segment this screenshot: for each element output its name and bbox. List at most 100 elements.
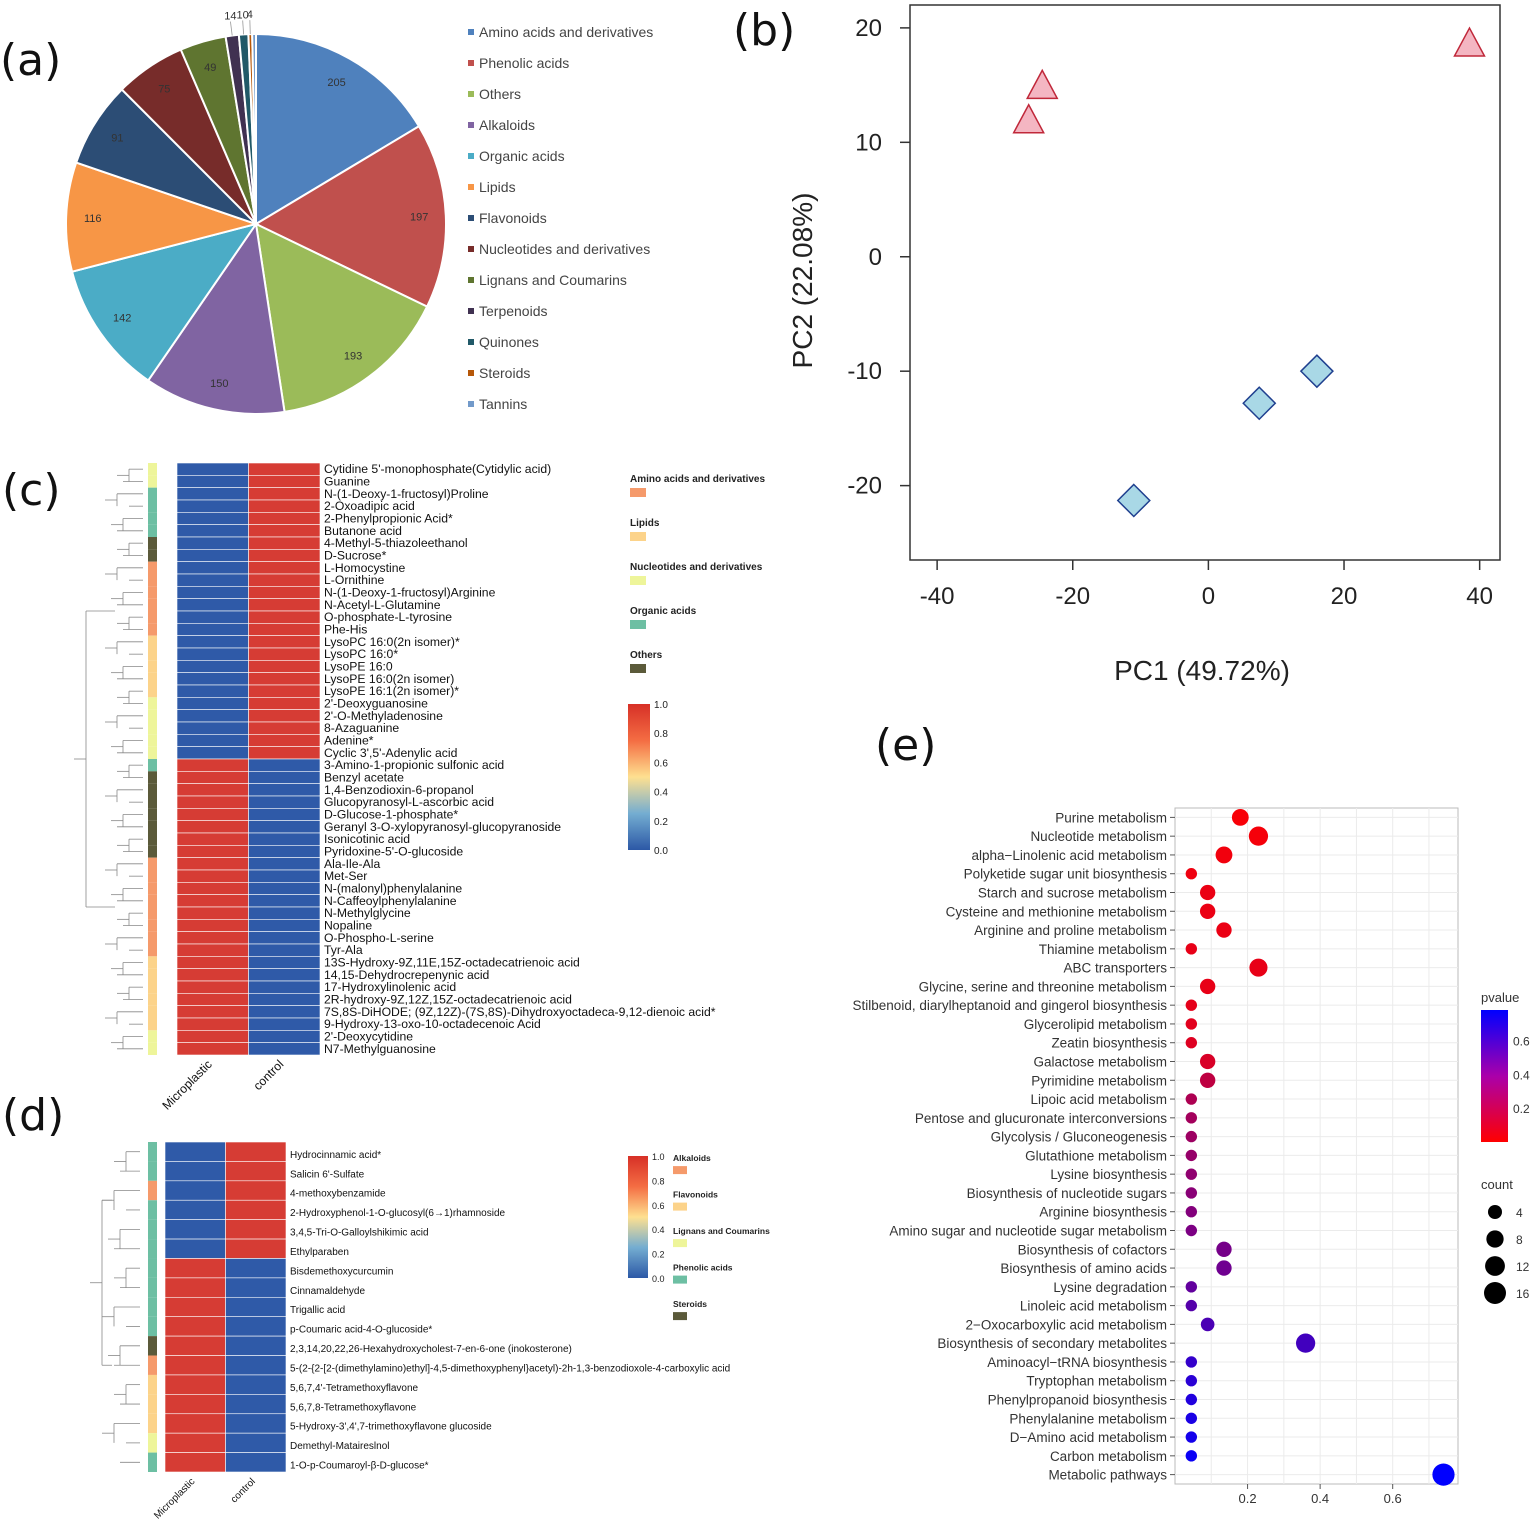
y-category-label: Thiamine metabolism (1039, 942, 1167, 957)
legend-label: Steroids (479, 365, 530, 381)
heatmap-row-label: 7S,8S-DiHODE; (9Z,12Z)-(7S,8S)-Dihydroxy… (324, 1005, 716, 1019)
heatmap-cell (176, 635, 249, 649)
heatmap-row-label: 5,6,7,4'-Tetramethoxyflavone (290, 1383, 419, 1394)
legend-swatch (468, 91, 474, 97)
pie-data-label: 205 (327, 77, 345, 89)
heatmap-row-label: Adenine* (324, 733, 374, 747)
heatmap-cell (176, 882, 249, 895)
heatmap-cell (248, 820, 321, 834)
heatmap-cell (248, 697, 321, 710)
heatmap-cell (248, 943, 321, 957)
y-category-label: Polyketide sugar unit biosynthesis (964, 867, 1168, 882)
enrichment-point (1185, 1224, 1198, 1237)
heatmap-cell (248, 635, 321, 649)
heatmap-cell (164, 1180, 226, 1201)
x-axis-label: PC1 (49.72%) (1114, 655, 1290, 686)
count-legend-label: 8 (1516, 1233, 1523, 1247)
row-class-bar (148, 660, 157, 673)
row-class-bar (148, 1355, 157, 1375)
row-class-bar (148, 635, 157, 648)
pie-data-label: 193 (344, 350, 362, 362)
heatmap-row-label: Cytidine 5'-monophosphate(Cytidylic acid… (324, 462, 551, 476)
color-scale-tick: 0.4 (652, 1225, 665, 1235)
row-class-bar (148, 1258, 157, 1278)
y-category-label: ABC transporters (1063, 961, 1167, 976)
class-legend-swatch (673, 1239, 687, 1248)
class-legend-label: Lipids (630, 518, 660, 529)
pie-slice (251, 32, 257, 225)
heatmap-cell (176, 1042, 249, 1056)
x-tick-label: 20 (1331, 583, 1358, 610)
y-category-label: Cysteine and methionine metabolism (946, 904, 1167, 919)
x-tick-label: 0.6 (1384, 1491, 1402, 1506)
heatmap-cell (164, 1394, 226, 1415)
class-legend-swatch (673, 1312, 687, 1321)
class-legend-swatch (630, 576, 646, 585)
row-class-bar (148, 574, 157, 587)
color-scale-tick: 0.6 (652, 1201, 665, 1211)
class-legend-swatch (630, 664, 646, 673)
y-category-label: Starch and sucrose metabolism (978, 886, 1167, 901)
heatmap-cell (248, 586, 321, 599)
heatmap-cell (176, 771, 249, 784)
heatmap-cell (164, 1141, 226, 1162)
heatmap-cell (248, 869, 321, 883)
heatmap-cell (248, 487, 321, 501)
x-tick-label: -20 (1055, 583, 1090, 610)
heatmap-row-label: D-Glucose-1-phosphate* (324, 807, 458, 821)
row-class-bar (148, 1005, 157, 1018)
heatmap-cell (164, 1296, 226, 1318)
pie-data-label: 10 (237, 9, 249, 21)
enrichment-point (1185, 1093, 1198, 1105)
heatmap-cell (176, 1030, 249, 1043)
pie-slice (65, 161, 260, 273)
enrichment-point (1185, 1356, 1198, 1368)
row-class-bar (148, 524, 157, 537)
heatmap-row-label: 2-Hydroxyphenol-1-O-glucosyl(6→1)rhamnos… (290, 1208, 506, 1219)
pie-data-label: 150 (210, 378, 228, 390)
heatmap-cell (248, 832, 321, 846)
pvalue-legend-title: pvalue (1481, 990, 1519, 1005)
heatmap-cell (248, 758, 321, 772)
legend-label: Phenolic acids (479, 55, 569, 71)
row-class-bar (148, 931, 157, 944)
enrichment-point (1199, 1072, 1216, 1088)
heatmap-cell (248, 536, 321, 550)
y-category-label: 2−Oxocarboxylic acid metabolism (966, 1317, 1167, 1332)
heatmap-row-label: LysoPC 16:0* (324, 647, 398, 661)
color-scale-tick: 0.2 (654, 817, 668, 828)
heatmap-row-label: Cyclic 3',5'-Adenylic acid (324, 746, 457, 760)
count-legend-label: 16 (1516, 1287, 1530, 1301)
heatmap-cell (248, 795, 321, 809)
enrichment-point (1200, 1317, 1215, 1332)
row-class-bar (148, 833, 157, 846)
enrichment-point (1296, 1333, 1316, 1353)
heatmap-row-label: 5,6,7,8-Tetramethoxyflavone (290, 1402, 417, 1413)
enrichment-point (1185, 1037, 1198, 1049)
heatmap-cell (248, 956, 321, 969)
legend-label: Lignans and Coumarins (479, 272, 627, 288)
heatmap-cell (176, 512, 249, 525)
pie-data-label: 75 (158, 84, 170, 96)
y-tick-label: 0 (869, 244, 882, 271)
heatmap-cell (164, 1219, 226, 1240)
y-tick-label: -10 (847, 358, 882, 385)
heatmap-cell (176, 734, 249, 747)
heatmap-cell (176, 980, 249, 994)
heatmap-row-label: N-Caffeoylphenylalanine (324, 894, 457, 908)
heatmap-cell (176, 623, 249, 636)
class-legend-label: Alkaloids (673, 1153, 711, 1163)
heatmap-row-label: Tyr-Ala (324, 943, 363, 957)
x-tick-label: 40 (1466, 583, 1493, 610)
heatmap-cell (225, 1277, 287, 1298)
heatmap-row-label: N-Methylglycine (324, 906, 411, 920)
class-legend-label: Organic acids (630, 606, 697, 617)
heatmap-cell (176, 869, 249, 883)
heatmap-row-label: 17-Hydroxylinolenic acid (324, 980, 456, 994)
heatmap-row-label: p-Coumaric acid-4-O-glucoside* (290, 1325, 432, 1336)
heatmap-row-label: 1-O-p-Coumaroyl-β-D-glucose* (290, 1461, 429, 1472)
heatmap-row-label: N-Acetyl-L-Glutamine (324, 598, 441, 612)
y-category-label: alpha−Linolenic acid metabolism (972, 848, 1168, 863)
row-class-bar (148, 648, 157, 661)
legend-label: Terpenoids (479, 303, 548, 319)
